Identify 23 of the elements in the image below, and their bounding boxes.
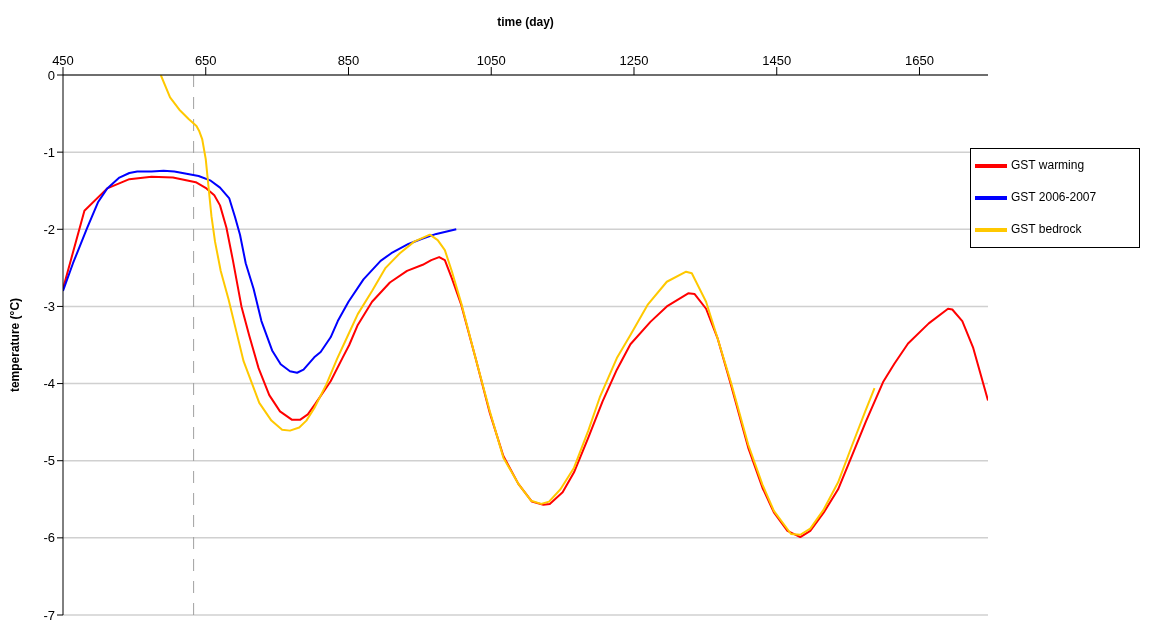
x-tick-label: 1650 [905, 53, 934, 68]
y-tick-label: -3 [43, 299, 55, 315]
x-tick-label: 850 [337, 53, 360, 68]
x-tick-label: 1250 [619, 53, 649, 68]
y-tick-label: -1 [43, 144, 55, 160]
legend-label: GST warming [1011, 158, 1085, 173]
x-tick-label: 450 [52, 53, 74, 68]
y-tick-label: -4 [43, 376, 55, 392]
y-tick-label: -2 [43, 221, 55, 237]
legend-label: GST 2006-2007 [1011, 190, 1097, 205]
y-tick-label: -7 [43, 607, 55, 623]
y-tick-label: -6 [43, 530, 55, 546]
y-tick-label: 0 [47, 67, 55, 83]
x-tick-label: 1050 [476, 53, 506, 68]
x-tick-label: 650 [194, 53, 217, 68]
line-series [63, 169, 458, 374]
line-series [159, 75, 876, 536]
y-axis-title: temperature (°C) [8, 297, 23, 393]
x-tick-label: 1450 [762, 53, 792, 68]
line-series [63, 175, 988, 539]
legend-label: GST bedrock [1011, 222, 1082, 237]
y-tick-label: -5 [43, 453, 55, 469]
x-axis-title: time (day) [497, 14, 554, 29]
